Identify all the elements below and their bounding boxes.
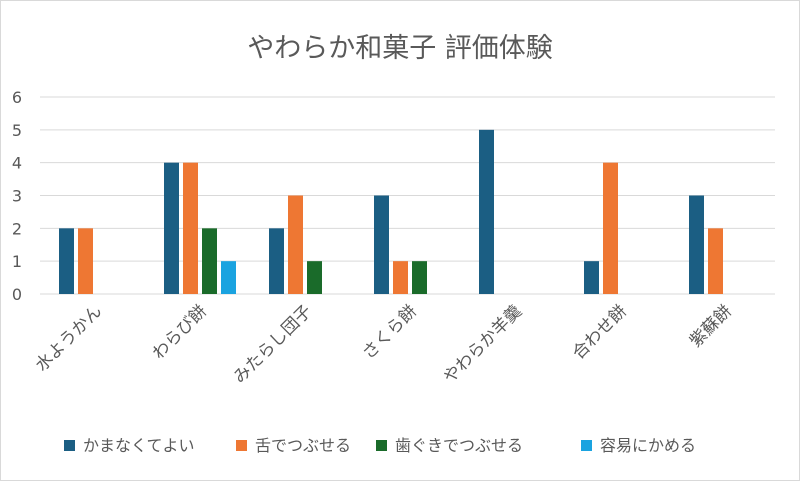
y-tick-label: 2 (12, 219, 22, 238)
bar (78, 228, 93, 294)
x-category-label: さくら餅 (359, 301, 421, 363)
y-tick-label: 4 (12, 154, 22, 173)
legend-label: 容易にかめる (600, 436, 696, 455)
bar (374, 195, 389, 294)
x-category-label: みたらし団子 (230, 301, 316, 387)
bar (221, 261, 236, 294)
bar (479, 129, 494, 294)
bar (393, 261, 408, 294)
gridlines (40, 96, 775, 295)
legend-swatch (236, 440, 247, 451)
y-axis-ticks: 0 1 2 3 4 5 6 (12, 88, 22, 304)
bar (202, 228, 217, 294)
bar (183, 162, 198, 294)
bars (59, 129, 723, 294)
chart-title: やわらか和菓子 評価体験 (247, 33, 553, 64)
legend-label: 歯ぐきでつぶせる (395, 436, 523, 455)
x-category-label: やわらか羊羹 (440, 301, 526, 387)
y-tick-label: 1 (12, 252, 22, 271)
x-category-label: わらび餅 (149, 301, 211, 363)
legend-swatch (376, 440, 387, 451)
bar (269, 228, 284, 294)
legend-label: 舌でつぶせる (255, 436, 351, 455)
y-tick-label: 5 (12, 121, 22, 140)
bar (59, 228, 74, 294)
legend-label: かまなくてよい (83, 436, 195, 455)
legend: かまなくてよい 舌でつぶせる 歯ぐきでつぶせる 容易にかめる (64, 436, 696, 455)
bar (307, 261, 322, 294)
bar (584, 261, 599, 294)
x-category-label: 合わせ餅 (569, 301, 631, 363)
bar (412, 261, 427, 294)
bar (603, 162, 618, 294)
y-tick-label: 6 (12, 88, 22, 107)
x-axis-categories: 水ようかん わらび餅 みたらし団子 さくら餅 やわらか羊羹 合わせ餅 紫蘇餅 (32, 301, 736, 387)
legend-swatch (64, 440, 75, 451)
bar (164, 162, 179, 294)
y-tick-label: 3 (12, 187, 22, 206)
y-tick-label: 0 (12, 285, 22, 304)
bar (689, 195, 704, 294)
bar (708, 228, 723, 294)
bar (288, 195, 303, 294)
legend-swatch (581, 440, 592, 451)
x-category-label: 紫蘇餅 (686, 301, 736, 351)
x-category-label: 水ようかん (32, 301, 106, 375)
